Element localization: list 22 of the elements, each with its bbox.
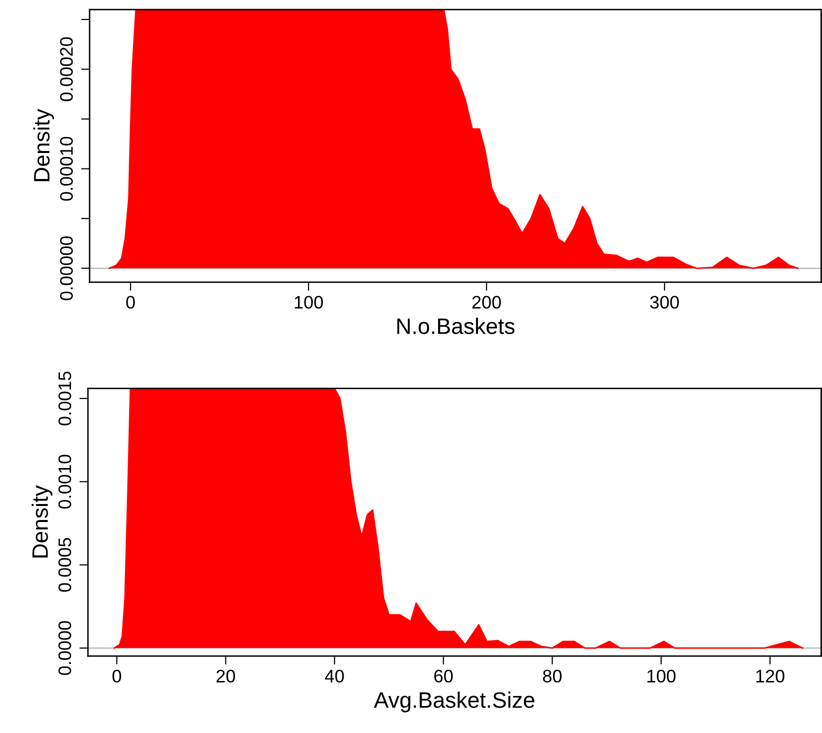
y-tick-label: 0.0015: [58, 372, 72, 426]
x-tick-label: 40: [324, 670, 344, 682]
y-tick-label: 0.00000: [60, 236, 73, 300]
y-axis-title: Density: [32, 485, 52, 558]
x-tick-label: 0: [126, 296, 135, 309]
x-tick-label: 0: [112, 670, 122, 682]
y-tick-label: 0.0010: [58, 454, 72, 509]
x-tick-label: 120: [756, 670, 784, 682]
x-tick-label: 300: [650, 296, 679, 309]
x-tick-label: 100: [647, 670, 676, 682]
y-tick-label: 0.0000: [58, 621, 72, 675]
y-axis-title: Density: [33, 108, 54, 182]
x-tick-label: 60: [434, 670, 453, 682]
y-tick-label: 0.0005: [58, 538, 72, 592]
x-tick-label: 20: [216, 670, 236, 682]
x-axis-title: Avg.Basket.Size: [374, 692, 534, 712]
y-tick-label: 0.00010: [60, 136, 73, 201]
y-tick-label: 0.00020: [60, 37, 73, 102]
x-axis-title: N.o.Baskets: [397, 318, 514, 334]
x-tick-label: 80: [543, 670, 562, 682]
x-tick-label: 200: [472, 296, 501, 309]
x-tick-label: 100: [294, 296, 323, 309]
